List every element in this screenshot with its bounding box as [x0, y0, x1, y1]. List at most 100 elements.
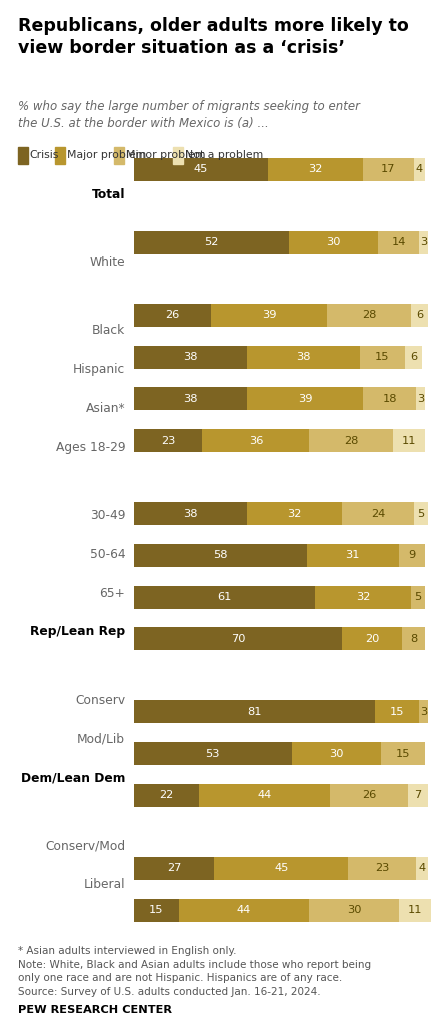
Text: 14: 14 [392, 237, 406, 248]
Text: 32: 32 [287, 508, 302, 519]
Text: 3: 3 [420, 707, 427, 717]
Bar [360, 346, 405, 368]
Bar [393, 429, 426, 452]
Text: 65+: 65+ [99, 586, 125, 599]
Text: 70: 70 [231, 634, 245, 643]
Text: 26: 26 [362, 791, 376, 800]
Bar [134, 627, 342, 651]
Text: 32: 32 [308, 165, 323, 174]
Bar [381, 742, 426, 765]
Bar [408, 784, 428, 807]
Text: Asian*: Asian* [85, 402, 125, 415]
Bar [327, 304, 410, 326]
Bar [134, 857, 215, 880]
Text: Republicans, older adults more likely to
view border situation as a ‘crisis’: Republicans, older adults more likely to… [18, 17, 409, 57]
Text: 11: 11 [402, 436, 416, 445]
Text: Minor problem: Minor problem [126, 150, 205, 161]
Text: 15: 15 [396, 749, 410, 758]
Bar [247, 502, 342, 525]
Bar [363, 388, 417, 410]
Bar [134, 898, 179, 922]
Bar [410, 585, 426, 609]
Bar [134, 544, 307, 567]
Bar [134, 388, 247, 410]
Text: 9: 9 [409, 550, 416, 561]
Bar [348, 857, 417, 880]
Bar [419, 231, 428, 254]
Text: 28: 28 [344, 436, 358, 445]
Text: 15: 15 [390, 707, 405, 717]
Text: Ages 18-29: Ages 18-29 [55, 441, 125, 454]
Bar [179, 898, 309, 922]
Bar [134, 158, 268, 181]
Bar [247, 346, 360, 368]
Text: 58: 58 [213, 550, 228, 561]
Bar [134, 346, 247, 368]
Bar [316, 585, 410, 609]
Bar [134, 585, 316, 609]
Bar [399, 544, 426, 567]
Text: White: White [89, 256, 125, 269]
Bar [378, 231, 419, 254]
Bar [289, 231, 378, 254]
Bar [413, 158, 426, 181]
Bar [417, 857, 428, 880]
Text: PEW RESEARCH CENTER: PEW RESEARCH CENTER [18, 1005, 172, 1015]
Bar [199, 784, 330, 807]
Text: 30-49: 30-49 [90, 508, 125, 522]
Text: 53: 53 [206, 749, 220, 758]
Bar [307, 544, 399, 567]
Bar [413, 502, 428, 525]
Text: 45: 45 [194, 165, 208, 174]
Text: 44: 44 [258, 791, 272, 800]
Bar [342, 627, 401, 651]
Bar [134, 784, 199, 807]
Text: 6: 6 [410, 352, 417, 362]
Text: 15: 15 [375, 352, 389, 362]
Text: Major problem: Major problem [67, 150, 146, 161]
Bar [417, 388, 426, 410]
Text: 36: 36 [249, 436, 263, 445]
Text: 3: 3 [420, 237, 427, 248]
Text: 28: 28 [362, 310, 376, 320]
Text: 32: 32 [356, 592, 370, 602]
Bar [309, 429, 393, 452]
Text: 27: 27 [167, 863, 181, 874]
Bar [134, 701, 375, 723]
Bar [215, 857, 348, 880]
Text: 26: 26 [166, 310, 180, 320]
Bar [330, 784, 408, 807]
Bar [134, 231, 289, 254]
Text: 45: 45 [274, 863, 288, 874]
Text: 38: 38 [183, 394, 198, 404]
Text: Crisis: Crisis [30, 150, 59, 161]
Text: 6: 6 [416, 310, 423, 320]
Text: 22: 22 [160, 791, 174, 800]
Text: 11: 11 [408, 905, 422, 915]
Text: Hispanic: Hispanic [73, 363, 125, 376]
Text: 23: 23 [375, 863, 389, 874]
Text: Mod/Lib: Mod/Lib [77, 732, 125, 746]
Text: Rep/Lean Rep: Rep/Lean Rep [30, 625, 125, 638]
Text: 81: 81 [247, 707, 262, 717]
Text: 39: 39 [262, 310, 277, 320]
Bar [375, 701, 419, 723]
Text: 20: 20 [365, 634, 379, 643]
Text: 30: 30 [329, 749, 343, 758]
Text: 4: 4 [419, 863, 426, 874]
Text: Not a problem: Not a problem [185, 150, 263, 161]
Text: 30: 30 [326, 237, 341, 248]
Bar [134, 429, 202, 452]
Text: 7: 7 [414, 791, 422, 800]
Text: 24: 24 [371, 508, 385, 519]
Text: 44: 44 [237, 905, 251, 915]
Text: % who say the large number of migrants seeking to enter
the U.S. at the border w: % who say the large number of migrants s… [18, 100, 360, 130]
Text: 38: 38 [183, 508, 198, 519]
Text: Dem/Lean Dem: Dem/Lean Dem [21, 771, 125, 785]
Bar [202, 429, 309, 452]
Text: 38: 38 [183, 352, 198, 362]
Text: 5: 5 [414, 592, 422, 602]
Text: 38: 38 [296, 352, 311, 362]
Text: 8: 8 [410, 634, 417, 643]
Text: Conserv/Mod: Conserv/Mod [45, 839, 125, 852]
